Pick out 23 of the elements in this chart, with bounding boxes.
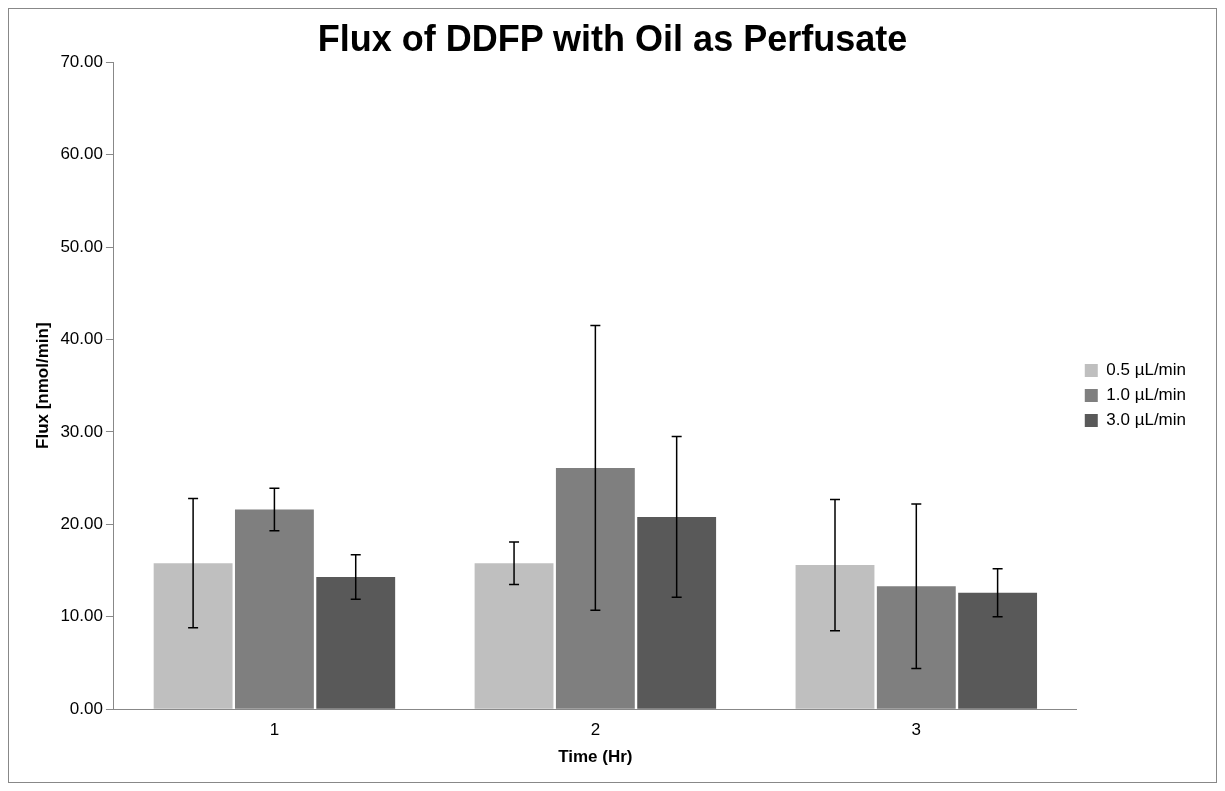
x-tick-label: 1: [269, 720, 280, 740]
y-tick-label: 10.00: [60, 606, 103, 626]
y-tick-label: 30.00: [60, 421, 103, 441]
x-tick-label: 3: [911, 720, 922, 740]
bar: [795, 565, 875, 709]
legend-label: 3.0 µL/min: [1106, 410, 1187, 430]
bar: [637, 516, 717, 709]
bar: [153, 563, 233, 709]
y-tick-label: 20.00: [60, 514, 103, 534]
y-axis-title: Flux [nmol/min]: [32, 322, 52, 449]
y-tick-label: 50.00: [60, 236, 103, 256]
bar: [316, 577, 396, 709]
x-axis-title: Time (Hr): [558, 747, 633, 767]
legend-label: 0.5 µL/min: [1106, 360, 1187, 380]
y-tick-label: 0.00: [69, 698, 103, 718]
bar: [474, 563, 554, 709]
chart-title: Flux of DDFP with Oil as Perfusate: [317, 17, 908, 59]
bar: [958, 592, 1038, 709]
y-tick-label: 40.00: [60, 329, 103, 349]
legend-label: 1.0 µL/min: [1106, 385, 1187, 405]
x-tick-label: 2: [590, 720, 601, 740]
y-tick-label: 70.00: [60, 51, 103, 71]
y-tick-label: 60.00: [60, 144, 103, 164]
